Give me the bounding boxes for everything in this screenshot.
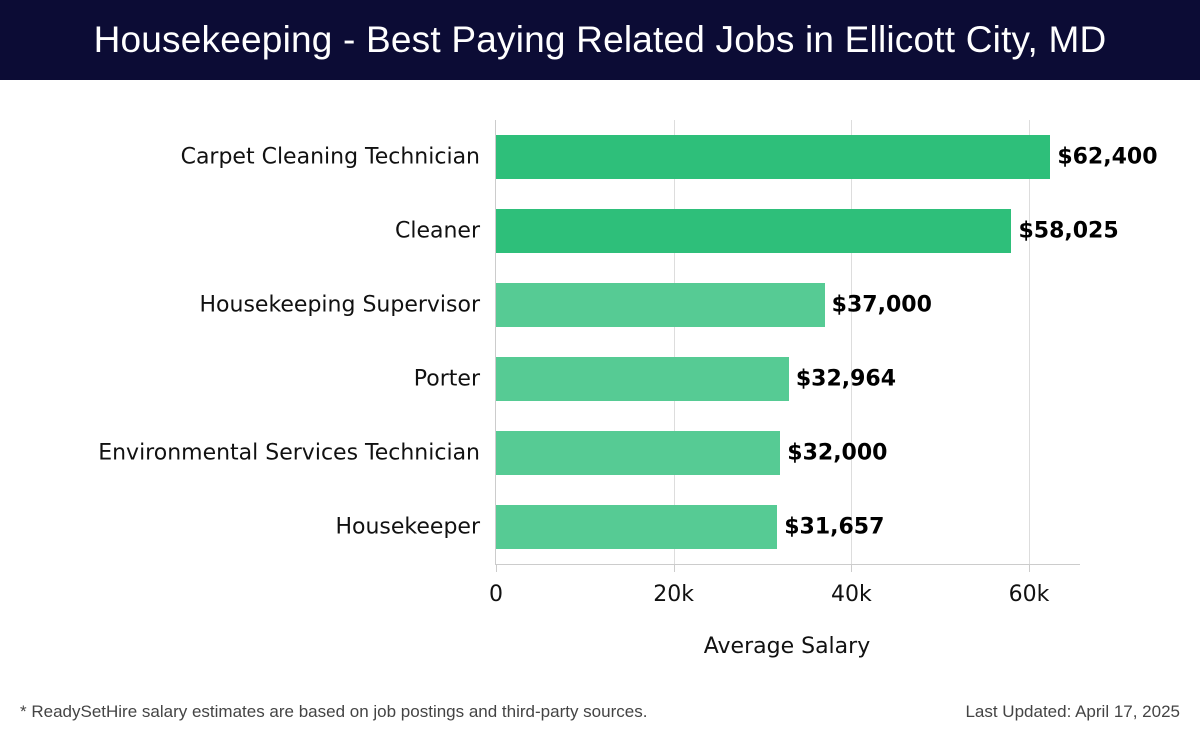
- x-axis-label: Average Salary: [703, 634, 871, 659]
- bar: [496, 357, 789, 401]
- x-tick: [496, 564, 497, 572]
- gridline: [1029, 120, 1030, 564]
- bar: [496, 209, 1012, 253]
- chart-header: Housekeeping - Best Paying Related Jobs …: [0, 0, 1200, 80]
- gridline: [851, 120, 853, 564]
- x-tick-label: 0: [489, 582, 503, 607]
- category-label: Housekeeper: [335, 514, 480, 540]
- category-label: Housekeeping Supervisor: [199, 292, 481, 318]
- bar: [496, 283, 825, 327]
- category-label: Environmental Services Technician: [98, 440, 480, 466]
- x-axis-line: [495, 564, 1080, 565]
- value-label: $31,657: [784, 514, 885, 540]
- y-axis-line: [495, 120, 496, 564]
- bar: [496, 135, 1051, 179]
- bar: [496, 505, 778, 549]
- category-label: Porter: [413, 366, 480, 392]
- gridline: [673, 120, 675, 564]
- value-label: $37,000: [831, 292, 932, 318]
- category-label: Carpet Cleaning Technician: [180, 144, 480, 170]
- chart-title: Housekeeping - Best Paying Related Jobs …: [93, 19, 1107, 60]
- x-tick: [851, 564, 853, 572]
- x-tick-label: 40k: [830, 582, 872, 607]
- category-label: Cleaner: [394, 218, 480, 244]
- value-label: $62,400: [1057, 144, 1158, 170]
- x-tick-label: 20k: [653, 582, 695, 607]
- x-tick: [673, 564, 675, 572]
- x-tick: [1029, 564, 1030, 572]
- bar: [496, 431, 781, 475]
- last-updated: Last Updated: April 17, 2025: [965, 702, 1180, 721]
- footnote: * ReadySetHire salary estimates are base…: [20, 702, 648, 721]
- value-label: $32,000: [787, 440, 888, 466]
- x-tick-label: 60k: [1008, 582, 1050, 607]
- value-label: $32,964: [795, 366, 897, 392]
- value-label: $58,025: [1018, 218, 1119, 244]
